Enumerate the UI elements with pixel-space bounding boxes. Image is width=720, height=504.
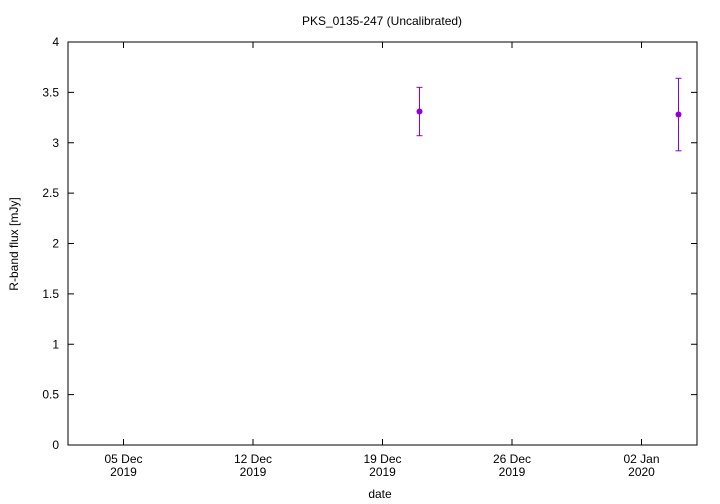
x-tick-label: 02 Jan 2020: [623, 452, 659, 479]
y-tick-label: 0.5: [42, 388, 59, 402]
y-tick-label: 4: [52, 35, 59, 49]
x-tick-label: 26 Dec 2019: [493, 452, 531, 479]
x-tick-label: 12 Dec 2019: [234, 452, 272, 479]
data-point: [416, 108, 423, 115]
y-tick-label: 1.5: [42, 287, 59, 301]
y-tick-label: 3: [52, 136, 59, 150]
x-axis-label: date: [368, 487, 392, 501]
y-tick-label: 2: [52, 237, 59, 251]
data-point: [675, 111, 682, 118]
y-tick-label: 3.5: [42, 85, 59, 99]
y-tick-label: 1: [52, 337, 59, 351]
plot-frame: [67, 41, 698, 446]
y-axis-label: R-band flux [mJy]: [7, 197, 21, 290]
x-tick-label: 05 Dec 2019: [104, 452, 142, 479]
y-tick-label: 2.5: [42, 186, 59, 200]
chart-title: PKS_0135-247 (Uncalibrated): [302, 14, 462, 28]
x-tick-label: 19 Dec 2019: [363, 452, 401, 479]
y-tick-label: 0: [52, 438, 59, 452]
